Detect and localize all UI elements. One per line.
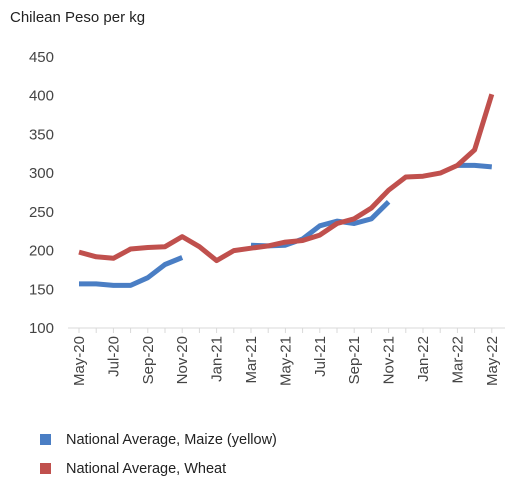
series-lines (78, 93, 495, 288)
series-line-maize (79, 255, 184, 288)
x-tick-label: May-21 (277, 336, 294, 386)
legend-item-wheat: National Average, Wheat (40, 461, 226, 477)
x-tick-label: Nov-21 (381, 336, 398, 384)
y-tick-label: 300 (29, 165, 54, 182)
legend-swatch-wheat (40, 463, 51, 474)
y-tick-label: 100 (29, 320, 54, 337)
series-line-wheat (78, 93, 495, 264)
legend-label-wheat: National Average, Wheat (66, 461, 227, 477)
x-tick-label: Sep-21 (346, 336, 363, 384)
x-tick-label: May-22 (484, 336, 501, 386)
x-axis-ticks: May-20 Jul-20 Sep-20 Nov-20 Jan-21 Mar-21 May-… (71, 328, 501, 386)
legend-item-maize: National Average, Maize (yellow) (40, 432, 277, 448)
line-chart: 100 150 200 250 300 350 400 450 May-20 Jul-20 Sep… (29, 49, 505, 386)
x-tick-label: Jan-21 (209, 336, 226, 382)
x-tick-label: Jul-21 (312, 336, 329, 377)
legend-label-maize: National Average, Maize (yellow) (66, 432, 277, 448)
x-tick-label: Jan-22 (415, 336, 432, 382)
y-tick-label: 150 (29, 281, 54, 298)
x-tick-label: Jul-20 (105, 336, 122, 377)
x-tick-label: May-20 (71, 336, 88, 386)
y-axis-ticks: 100 150 200 250 300 350 400 450 (29, 49, 54, 337)
y-tick-label: 200 (29, 243, 54, 260)
x-tick-label: Mar-21 (243, 336, 260, 384)
y-tick-label: 250 (29, 204, 54, 221)
x-tick-label: Sep-20 (140, 336, 157, 384)
y-tick-label: 350 (29, 126, 54, 143)
series-line-maize (457, 162, 493, 170)
x-tick-label: Mar-22 (449, 336, 466, 384)
y-tick-label: 400 (29, 88, 54, 105)
x-tick-label: Nov-20 (174, 336, 191, 384)
legend-swatch-maize (40, 434, 51, 445)
y-axis-unit-label: Chilean Peso per kg (10, 9, 146, 26)
y-tick-label: 450 (29, 49, 54, 66)
